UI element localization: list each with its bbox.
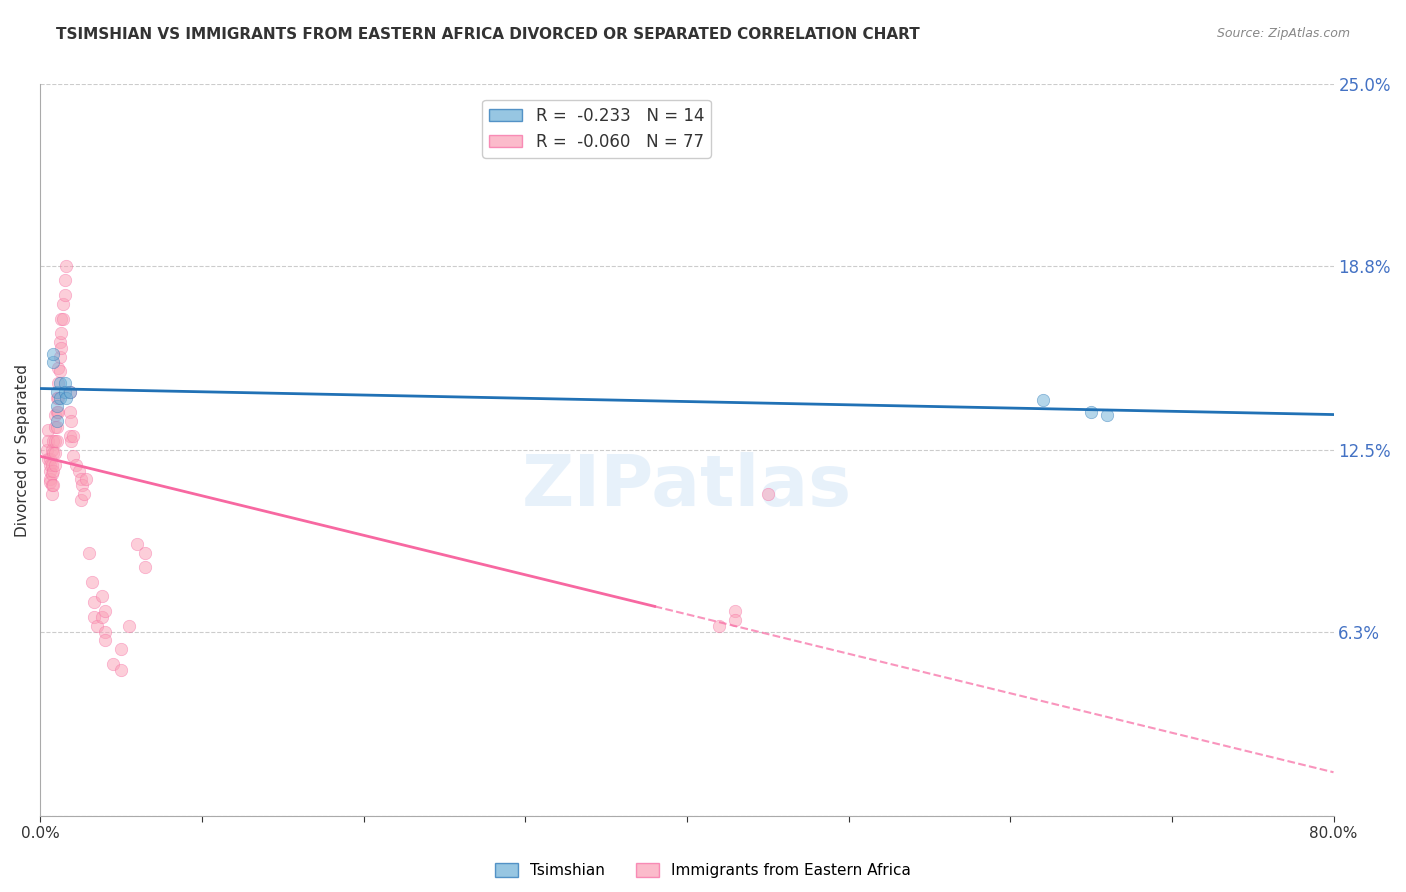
Point xyxy=(45,419,67,434)
Point xyxy=(49,350,72,364)
Point xyxy=(90,590,112,604)
Point xyxy=(709,618,731,632)
Point xyxy=(69,492,91,507)
Point xyxy=(94,633,117,648)
Point xyxy=(724,613,747,627)
Point xyxy=(46,405,69,419)
Point xyxy=(42,478,65,492)
Point xyxy=(60,414,83,428)
Point xyxy=(49,334,72,349)
Point xyxy=(110,663,132,677)
Point xyxy=(41,487,63,501)
Point xyxy=(110,642,132,657)
Point xyxy=(724,604,747,618)
Point xyxy=(51,341,73,355)
Point xyxy=(41,443,63,458)
Point xyxy=(1080,405,1102,419)
Point xyxy=(44,434,66,449)
Point xyxy=(42,464,65,478)
Point xyxy=(73,487,96,501)
Point xyxy=(41,467,63,481)
Point xyxy=(86,618,108,632)
Point xyxy=(55,391,77,405)
Text: TSIMSHIAN VS IMMIGRANTS FROM EASTERN AFRICA DIVORCED OR SEPARATED CORRELATION CH: TSIMSHIAN VS IMMIGRANTS FROM EASTERN AFR… xyxy=(56,27,920,42)
Point xyxy=(94,604,117,618)
Point xyxy=(101,657,124,671)
Point xyxy=(118,618,141,632)
Point xyxy=(45,384,67,399)
Point xyxy=(67,464,90,478)
Point xyxy=(39,452,62,467)
Point xyxy=(82,574,104,589)
Point xyxy=(49,376,72,390)
Point xyxy=(134,560,156,574)
Point xyxy=(37,452,59,467)
Point xyxy=(44,408,66,422)
Point xyxy=(39,458,62,472)
Point xyxy=(42,446,65,460)
Point xyxy=(94,624,117,639)
Point xyxy=(37,434,59,449)
Point xyxy=(41,478,63,492)
Point xyxy=(134,545,156,559)
Point xyxy=(41,458,63,472)
Point xyxy=(45,399,67,413)
Point xyxy=(58,384,80,399)
Point xyxy=(49,391,72,405)
Point xyxy=(53,273,76,287)
Point xyxy=(46,361,69,376)
Point xyxy=(127,537,149,551)
Point xyxy=(75,472,97,486)
Point xyxy=(90,610,112,624)
Point xyxy=(44,446,66,460)
Text: ZIPatlas: ZIPatlas xyxy=(522,452,852,521)
Point xyxy=(62,428,84,442)
Point xyxy=(83,595,105,609)
Legend: R =  -0.233   N = 14, R =  -0.060   N = 77: R = -0.233 N = 14, R = -0.060 N = 77 xyxy=(482,100,710,158)
Point xyxy=(42,346,65,360)
Point xyxy=(58,428,80,442)
Point xyxy=(46,376,69,390)
Point xyxy=(35,443,58,458)
Point xyxy=(45,434,67,449)
Point xyxy=(756,487,779,501)
Point xyxy=(72,478,94,492)
Point xyxy=(46,391,69,405)
Point xyxy=(42,434,65,449)
Point xyxy=(51,311,73,326)
Point xyxy=(1032,393,1054,408)
Point xyxy=(58,384,80,399)
Point xyxy=(60,434,83,449)
Point xyxy=(62,449,84,463)
Point xyxy=(39,472,62,486)
Point xyxy=(37,423,59,437)
Point xyxy=(69,472,91,486)
Point xyxy=(45,405,67,419)
Point xyxy=(52,297,75,311)
Point xyxy=(58,405,80,419)
Point xyxy=(77,545,100,559)
Point xyxy=(45,391,67,405)
Point xyxy=(39,464,62,478)
Point xyxy=(65,458,87,472)
Point xyxy=(53,288,76,302)
Point xyxy=(53,376,76,390)
Point xyxy=(45,414,67,428)
Legend: Tsimshian, Immigrants from Eastern Africa: Tsimshian, Immigrants from Eastern Afric… xyxy=(489,857,917,884)
Point xyxy=(83,610,105,624)
Point xyxy=(44,419,66,434)
Point xyxy=(42,355,65,369)
Point xyxy=(52,311,75,326)
Point xyxy=(39,475,62,490)
Text: Source: ZipAtlas.com: Source: ZipAtlas.com xyxy=(1216,27,1350,40)
Point xyxy=(49,364,72,378)
Point xyxy=(44,458,66,472)
Y-axis label: Divorced or Separated: Divorced or Separated xyxy=(15,364,30,537)
Point xyxy=(55,259,77,273)
Point xyxy=(1095,408,1118,422)
Point xyxy=(53,384,76,399)
Point xyxy=(51,326,73,340)
